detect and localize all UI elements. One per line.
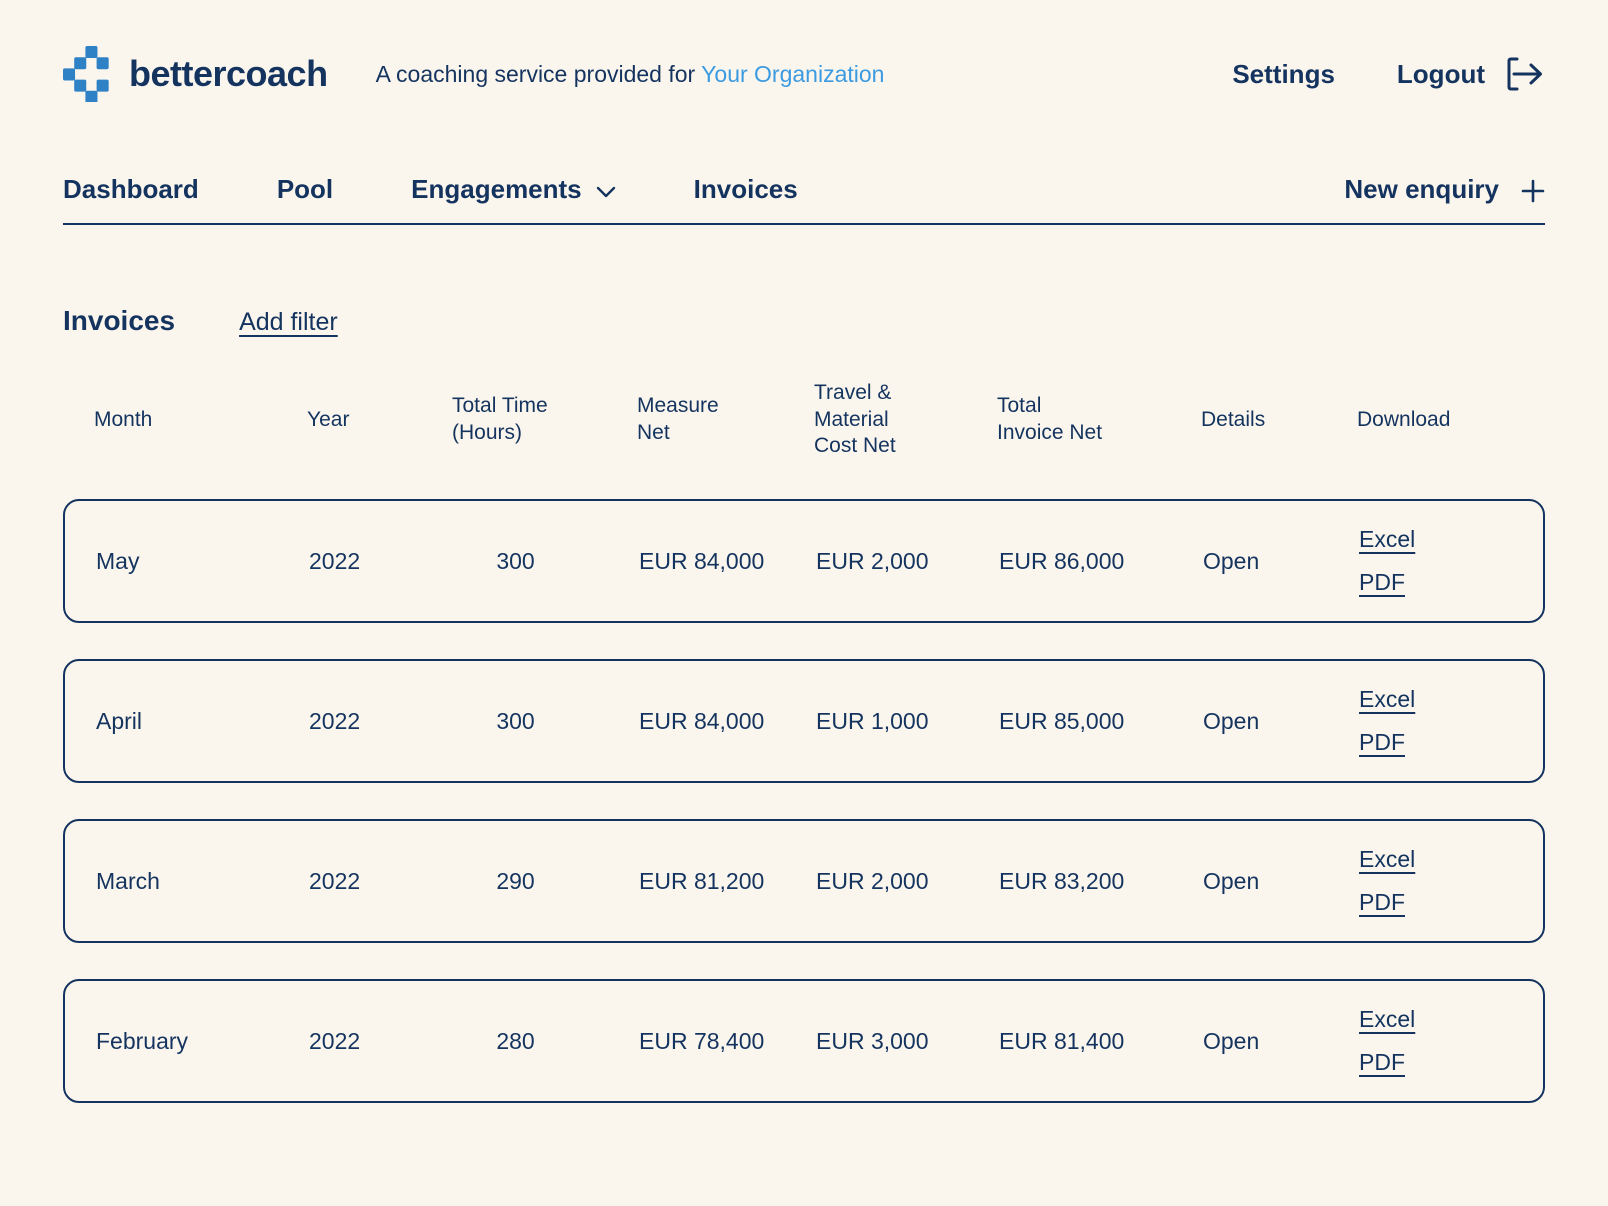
logout-button[interactable]: Logout: [1397, 56, 1545, 92]
cell-year: 2022: [309, 707, 361, 734]
column-header-details: Details: [1201, 407, 1266, 431]
nav-item-pool[interactable]: Pool: [277, 174, 333, 205]
open-details-button[interactable]: Open: [1203, 1027, 1260, 1054]
bettercoach-logo-icon: [63, 46, 109, 102]
tagline-organization-link[interactable]: Your Organization: [701, 60, 885, 87]
cell-measure-net: EUR 84,000: [639, 707, 765, 734]
nav-dashboard-label: Dashboard: [63, 174, 199, 204]
column-header-download: Download: [1357, 407, 1451, 431]
cell-total-invoice: EUR 81,400: [999, 1027, 1125, 1054]
page-heading-row: Invoices Add filter: [63, 305, 1545, 337]
top-bar: bettercoach A coaching service provided …: [63, 0, 1545, 104]
cell-month: May: [96, 547, 140, 574]
cell-travel-material: EUR 2,000: [816, 547, 929, 574]
download-pdf-link[interactable]: PDF: [1359, 1049, 1543, 1076]
cell-travel-material: EUR 2,000: [816, 867, 929, 894]
nav-item-dashboard[interactable]: Dashboard: [63, 174, 199, 205]
cell-download: Excel PDF: [1328, 846, 1543, 916]
logout-arrow-icon: [1507, 57, 1542, 91]
cell-download: Excel PDF: [1328, 1006, 1543, 1076]
nav-item-engagements[interactable]: Engagements: [411, 174, 616, 205]
invoice-row-march: March 2022 290 EUR 81,200 EUR 2,000 EUR …: [63, 819, 1545, 943]
cell-month: March: [96, 867, 160, 894]
cell-month: April: [96, 707, 143, 734]
cell-travel-material: EUR 1,000: [816, 707, 929, 734]
nav-engagements-label: Engagements: [411, 174, 582, 204]
plus-icon: [1521, 179, 1545, 202]
nav-pool-label: Pool: [276, 174, 334, 204]
chevron-down-icon: [596, 186, 615, 197]
column-header-total-invoice: Total Invoice Net: [997, 394, 1103, 444]
cell-total-time: 280: [496, 1027, 535, 1054]
cell-total-time: 300: [496, 707, 535, 734]
cell-travel-material: EUR 3,000: [816, 1027, 929, 1054]
invoice-row-february: February 2022 280 EUR 78,400 EUR 3,000 E…: [63, 979, 1545, 1103]
add-filter-link[interactable]: Add filter: [239, 308, 338, 336]
cell-month: February: [96, 1027, 189, 1054]
table-header-row: Month Year Total Time (Hours) Measure Ne…: [63, 377, 1545, 463]
open-details-button[interactable]: Open: [1203, 547, 1260, 574]
download-excel-link[interactable]: Excel: [1359, 686, 1543, 713]
logout-label: Logout: [1396, 58, 1485, 89]
open-details-button[interactable]: Open: [1203, 867, 1260, 894]
download-pdf-link[interactable]: PDF: [1359, 889, 1543, 916]
cell-total-invoice: EUR 86,000: [999, 547, 1125, 574]
download-pdf-link[interactable]: PDF: [1359, 729, 1543, 756]
download-excel-link[interactable]: Excel: [1359, 1006, 1543, 1033]
cell-total-invoice: EUR 83,200: [999, 867, 1125, 894]
cell-year: 2022: [309, 547, 361, 574]
cell-total-time: 290: [496, 867, 535, 894]
open-details-button[interactable]: Open: [1203, 707, 1260, 734]
cell-download: Excel PDF: [1328, 526, 1543, 596]
column-header-month: Month: [94, 407, 153, 431]
cell-measure-net: EUR 81,200: [639, 867, 765, 894]
main-nav: Dashboard Pool Engagements Invoices New …: [63, 174, 1545, 225]
cell-total-time: 300: [496, 547, 535, 574]
download-excel-link[interactable]: Excel: [1359, 526, 1543, 553]
new-enquiry-label: New enquiry: [1344, 174, 1499, 204]
nav-item-invoices[interactable]: Invoices: [694, 174, 798, 205]
cell-download: Excel PDF: [1328, 686, 1543, 756]
download-pdf-link[interactable]: PDF: [1359, 569, 1543, 596]
cell-year: 2022: [309, 1027, 361, 1054]
column-header-travel-material: Travel & Material Cost Net: [814, 380, 896, 458]
column-header-year: Year: [307, 407, 350, 431]
download-excel-link[interactable]: Excel: [1359, 846, 1543, 873]
column-header-measure-net: Measure Net: [637, 394, 719, 444]
brand-wordmark: bettercoach: [129, 53, 328, 94]
nav-invoices-label: Invoices: [693, 174, 798, 204]
settings-button[interactable]: Settings: [1232, 59, 1335, 90]
new-enquiry-button[interactable]: New enquiry: [1344, 174, 1545, 205]
cell-measure-net: EUR 78,400: [639, 1027, 765, 1054]
cell-year: 2022: [309, 867, 361, 894]
invoice-row-may: May 2022 300 EUR 84,000 EUR 2,000 EUR 86…: [63, 499, 1545, 623]
tagline: A coaching service provided for Your Org…: [376, 61, 885, 88]
invoice-row-april: April 2022 300 EUR 84,000 EUR 1,000 EUR …: [63, 659, 1545, 783]
top-bar-actions: Settings Logout: [1232, 56, 1545, 92]
tagline-prefix: A coaching service provided for: [375, 60, 702, 87]
cell-total-invoice: EUR 85,000: [999, 707, 1125, 734]
page-title: Invoices: [63, 305, 176, 336]
settings-label: Settings: [1232, 58, 1335, 89]
cell-measure-net: EUR 84,000: [639, 547, 765, 574]
column-header-total-time: Total Time (Hours): [452, 394, 548, 444]
